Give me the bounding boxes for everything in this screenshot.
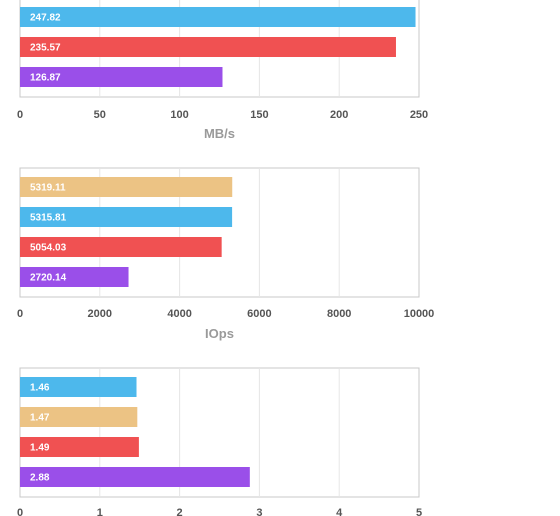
x-axis-title: IOps — [205, 326, 234, 341]
x-tick-label: 1 — [97, 507, 103, 516]
bar-value-label: 5054.03 — [30, 243, 67, 254]
x-tick-label: 100 — [170, 109, 188, 121]
bar — [20, 37, 396, 57]
x-tick-label: 2000 — [88, 308, 112, 320]
bar — [20, 267, 129, 287]
x-tick-label: 150 — [250, 109, 268, 121]
x-tick-label: 0 — [17, 109, 23, 121]
x-tick-label: 5 — [416, 507, 422, 516]
x-tick-label: 4000 — [167, 308, 191, 320]
bar — [20, 437, 139, 457]
third-chart: 0 1 2 3 4 5 1.46 1.47 1.49 2.88 — [17, 367, 422, 516]
bar — [20, 7, 416, 27]
bar-value-label: 2.88 — [30, 473, 50, 484]
bar — [20, 237, 222, 257]
x-tick-label: 0 — [17, 507, 23, 516]
bar-value-label: 5319.11 — [30, 183, 66, 194]
bar-value-label: 126.87 — [30, 73, 61, 84]
x-tick-label: 250 — [410, 109, 428, 121]
bar — [20, 207, 233, 227]
bar-value-label: 1.49 — [30, 443, 50, 454]
bar — [20, 67, 223, 87]
x-axis-title: MB/s — [204, 126, 235, 141]
x-tick-label: 10000 — [404, 308, 435, 320]
bar — [20, 467, 250, 487]
x-tick-label: 2 — [177, 507, 183, 516]
bar — [20, 407, 138, 427]
x-tick-label: 200 — [330, 109, 348, 121]
iops-chart: 0 2000 4000 6000 8000 10000 5319.11 5315.81 5054… — [17, 167, 435, 341]
throughput-chart: 0 50 100 150 200 250 247.82 235.57 126.87 MB/s — [17, 0, 428, 141]
x-tick-label: 50 — [94, 109, 106, 121]
bar-value-label: 235.57 — [30, 43, 61, 54]
bar-value-label: 2720.14 — [30, 273, 67, 284]
x-tick-label: 3 — [256, 507, 262, 516]
bar-value-label: 5315.81 — [30, 213, 67, 224]
bar — [20, 377, 137, 397]
x-tick-label: 4 — [336, 507, 343, 516]
x-tick-label: 0 — [17, 308, 23, 320]
bar — [20, 177, 233, 197]
x-tick-label: 6000 — [247, 308, 271, 320]
bar-value-label: 1.47 — [30, 413, 50, 424]
bar-value-label: 247.82 — [30, 13, 61, 24]
bar-value-label: 1.46 — [30, 383, 50, 394]
x-tick-label: 8000 — [327, 308, 351, 320]
